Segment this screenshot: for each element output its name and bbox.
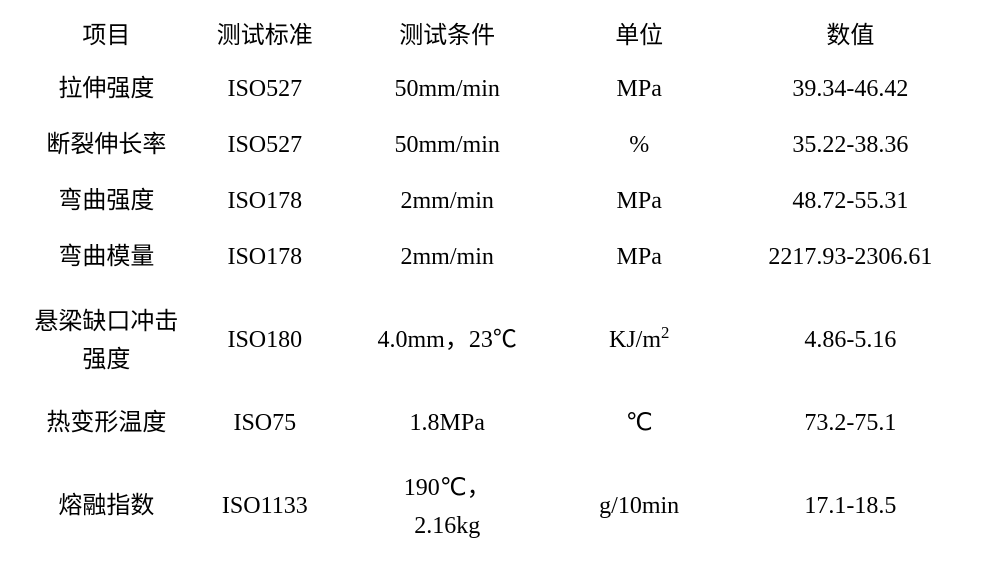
cell-unit: MPa (558, 230, 721, 286)
cell-unit: MPa (558, 62, 721, 118)
table-row: 悬梁缺口冲击 强度 ISO180 4.0mm，23℃ KJ/m2 4.86-5.… (20, 286, 980, 396)
col-header-value: 数值 (721, 12, 980, 62)
properties-table: 项目 测试标准 测试条件 单位 数值 拉伸强度 ISO527 50mm/min … (20, 12, 980, 562)
cell-item: 热变形温度 (20, 396, 193, 452)
col-header-item: 项目 (20, 12, 193, 62)
cell-condition: 4.0mm，23℃ (337, 286, 558, 396)
cell-standard: ISO527 (193, 118, 337, 174)
table-header-row: 项目 测试标准 测试条件 单位 数值 (20, 12, 980, 62)
table-row: 弯曲强度 ISO178 2mm/min MPa 48.72-55.31 (20, 174, 980, 230)
cell-unit: ℃ (558, 396, 721, 452)
cell-item: 悬梁缺口冲击 强度 (20, 286, 193, 396)
cell-value: 39.34-46.42 (721, 62, 980, 118)
cell-condition: 190℃， 2.16kg (337, 452, 558, 562)
cell-condition: 50mm/min (337, 118, 558, 174)
cell-value: 2217.93-2306.61 (721, 230, 980, 286)
cell-standard: ISO527 (193, 62, 337, 118)
cell-unit: MPa (558, 174, 721, 230)
cell-item-line1: 悬梁缺口冲击 (34, 309, 178, 335)
cell-condition: 2mm/min (337, 174, 558, 230)
cell-value: 4.86-5.16 (721, 286, 980, 396)
table-row: 热变形温度 ISO75 1.8MPa ℃ 73.2-75.1 (20, 396, 980, 452)
cell-item: 弯曲模量 (20, 230, 193, 286)
cell-condition-line2: 2.16kg (414, 513, 480, 539)
cell-unit: g/10min (558, 452, 721, 562)
cell-unit: KJ/m2 (558, 286, 721, 396)
properties-table-container: 项目 测试标准 测试条件 单位 数值 拉伸强度 ISO527 50mm/min … (0, 0, 1000, 551)
cell-condition: 2mm/min (337, 230, 558, 286)
col-header-standard: 测试标准 (193, 12, 337, 62)
cell-item: 熔融指数 (20, 452, 193, 562)
cell-standard: ISO75 (193, 396, 337, 452)
cell-item: 拉伸强度 (20, 62, 193, 118)
table-row: 拉伸强度 ISO527 50mm/min MPa 39.34-46.42 (20, 62, 980, 118)
cell-value: 73.2-75.1 (721, 396, 980, 452)
cell-condition: 1.8MPa (337, 396, 558, 452)
cell-item: 弯曲强度 (20, 174, 193, 230)
cell-standard: ISO180 (193, 286, 337, 396)
cell-item-line2: 强度 (82, 347, 130, 373)
table-row: 断裂伸长率 ISO527 50mm/min % 35.22-38.36 (20, 118, 980, 174)
cell-unit: % (558, 118, 721, 174)
col-header-unit: 单位 (558, 12, 721, 62)
col-header-condition: 测试条件 (337, 12, 558, 62)
cell-value: 35.22-38.36 (721, 118, 980, 174)
cell-value: 48.72-55.31 (721, 174, 980, 230)
cell-item: 断裂伸长率 (20, 118, 193, 174)
cell-standard: ISO178 (193, 174, 337, 230)
cell-condition: 50mm/min (337, 62, 558, 118)
cell-standard: ISO1133 (193, 452, 337, 562)
table-row: 熔融指数 ISO1133 190℃， 2.16kg g/10min 17.1-1… (20, 452, 980, 562)
cell-standard: ISO178 (193, 230, 337, 286)
cell-condition-line1: 190℃， (404, 475, 491, 501)
table-row: 弯曲模量 ISO178 2mm/min MPa 2217.93-2306.61 (20, 230, 980, 286)
cell-value: 17.1-18.5 (721, 452, 980, 562)
